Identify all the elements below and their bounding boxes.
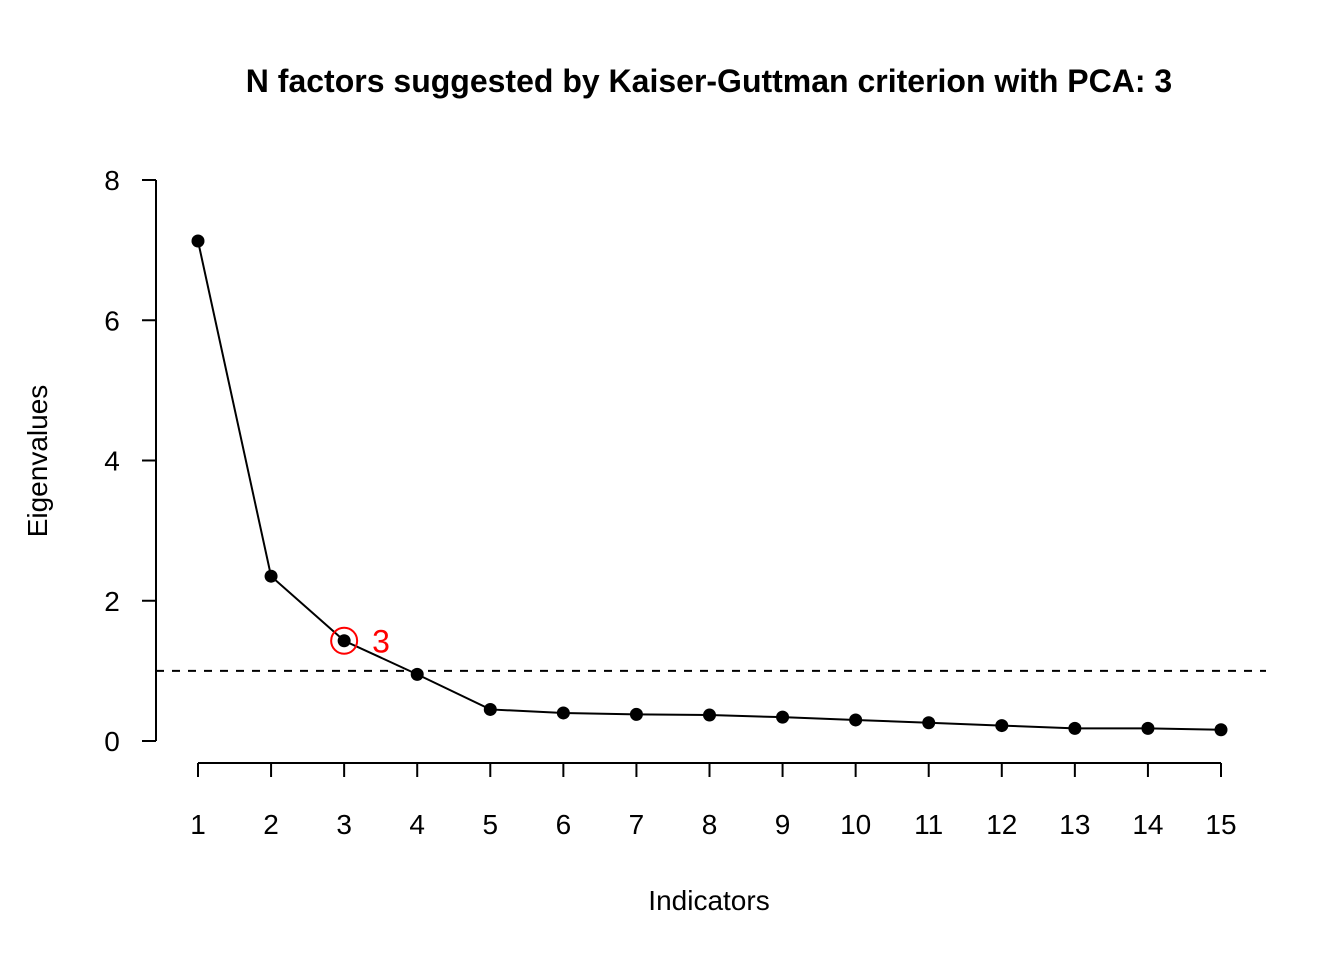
eigenvalue-line <box>197 240 1222 731</box>
eigenvalue-point <box>995 719 1009 733</box>
eigenvalue-point <box>849 713 863 727</box>
x-tick-label: 6 <box>556 809 572 840</box>
x-tick-label: 10 <box>840 809 871 840</box>
eigenvalue-point <box>1214 723 1228 737</box>
x-tick-label: 2 <box>263 809 279 840</box>
eigenvalue-point <box>264 569 278 583</box>
eigenvalue-point <box>1141 721 1155 735</box>
x-tick-label: 13 <box>1059 809 1090 840</box>
x-tick-label: 7 <box>629 809 645 840</box>
y-tick-label: 4 <box>104 446 120 477</box>
highlight-group: 3 <box>330 624 390 660</box>
x-tick-label: 12 <box>986 809 1017 840</box>
y-tick-label: 6 <box>104 305 120 336</box>
y-tick-label: 2 <box>104 586 120 617</box>
x-tick-label: 9 <box>775 809 791 840</box>
eigenvalue-point <box>776 710 790 724</box>
eigenvalue-point <box>1068 721 1082 735</box>
eigenvalue-point <box>410 667 424 681</box>
x-tick-label: 1 <box>190 809 206 840</box>
x-tick-label: 4 <box>409 809 425 840</box>
highlight-circle <box>330 626 359 655</box>
eigenvalue-point <box>922 716 936 730</box>
x-tick-label: 5 <box>482 809 498 840</box>
x-tick-label: 3 <box>336 809 352 840</box>
eigenvalue-point <box>337 634 351 648</box>
x-axis: 1 2 3 4 5 6 7 8 9 10 11 12 13 14 15 <box>190 762 1237 840</box>
eigenvalue-point <box>556 706 570 720</box>
y-axis: 0 2 4 6 8 <box>104 165 157 757</box>
x-tick-label: 11 <box>914 809 943 840</box>
x-tick-label: 15 <box>1205 809 1236 840</box>
series-group <box>191 234 1228 737</box>
x-tick-label: 14 <box>1132 809 1163 840</box>
eigenvalue-point <box>703 708 716 722</box>
y-axis-label: Eigenvalues <box>22 385 53 538</box>
eigenvalue-point <box>191 234 205 248</box>
eigenvalue-point <box>629 707 643 721</box>
y-tick-label: 0 <box>104 726 120 757</box>
eigenvalue-point <box>483 702 497 716</box>
x-tick-label: 8 <box>702 809 718 840</box>
chart-title: N factors suggested by Kaiser-Guttman cr… <box>246 63 1172 99</box>
highlight-label: 3 <box>372 624 390 660</box>
x-axis-label: Indicators <box>648 885 769 916</box>
y-tick-label: 8 <box>104 165 120 196</box>
